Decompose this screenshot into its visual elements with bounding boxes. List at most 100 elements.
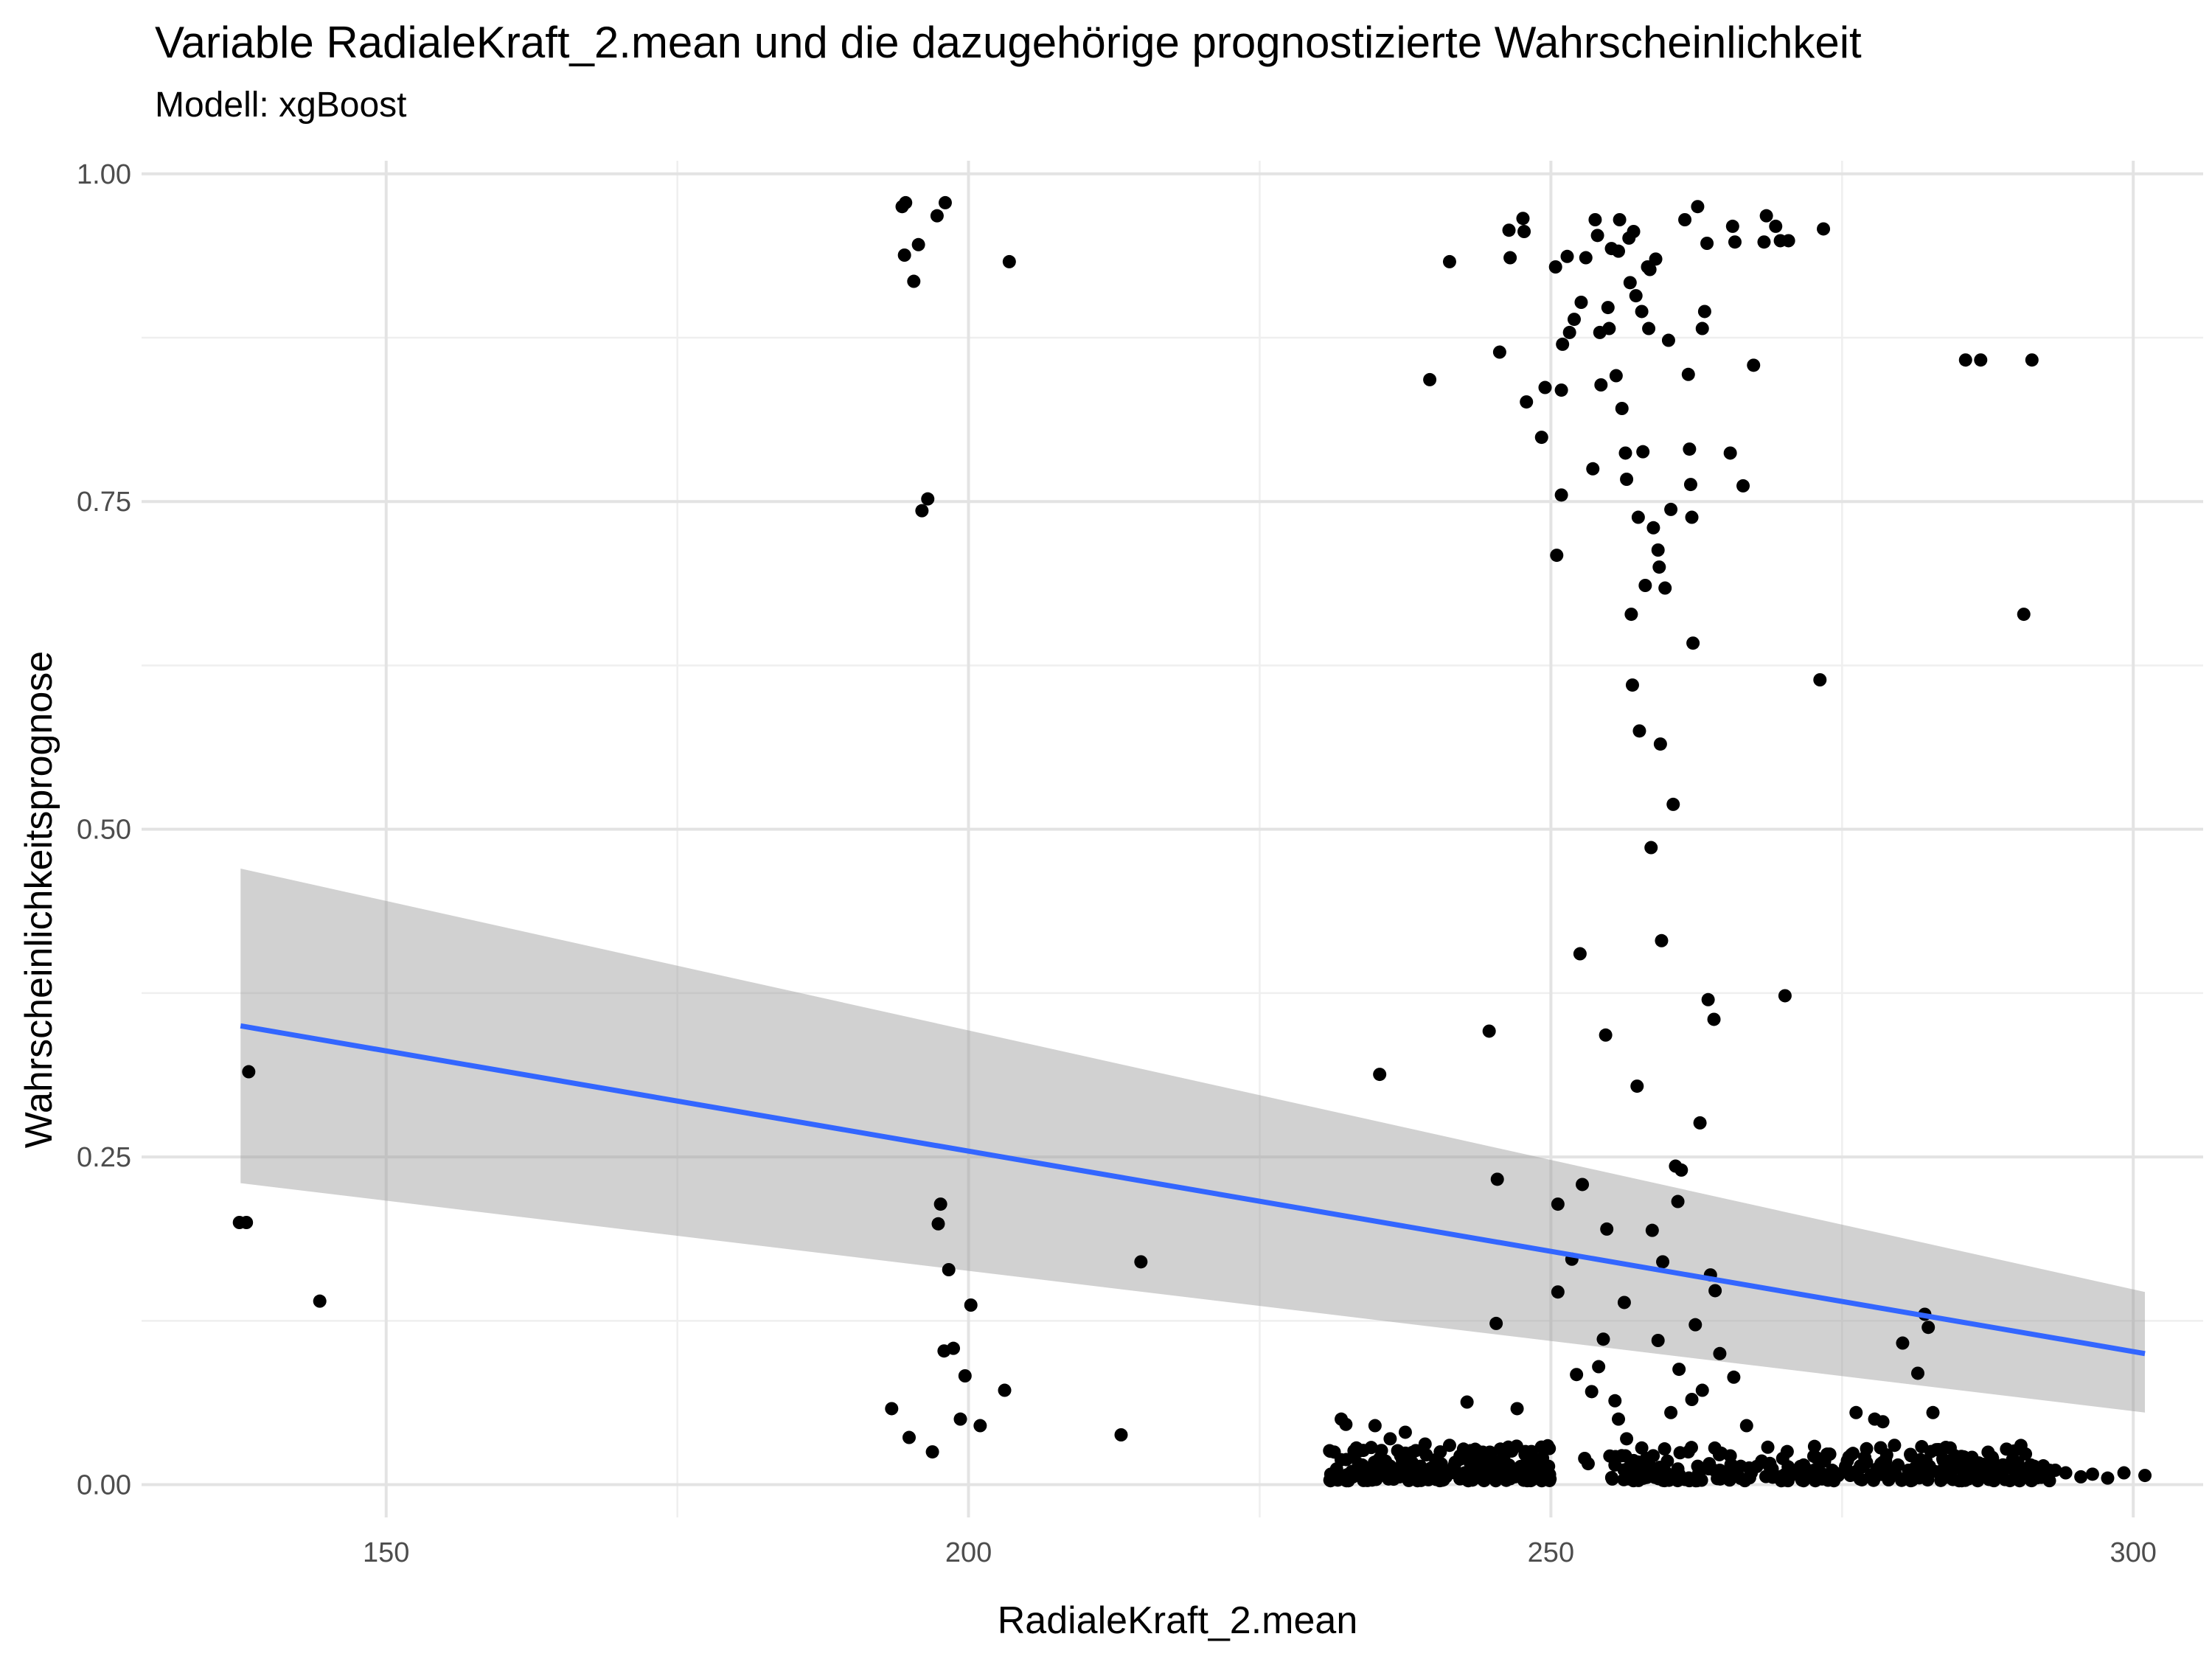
data-point <box>1534 1440 1548 1454</box>
data-point <box>1490 1172 1504 1186</box>
data-point <box>1592 1360 1606 1374</box>
data-point <box>1635 1441 1649 1455</box>
data-point <box>1510 1402 1524 1416</box>
data-point <box>1134 1255 1148 1269</box>
data-point <box>1651 543 1665 557</box>
x-tick-label: 300 <box>2110 1537 2157 1568</box>
data-point <box>1543 1473 1557 1487</box>
data-point <box>1632 724 1646 738</box>
data-point <box>1374 1444 1388 1458</box>
data-point <box>1646 1449 1660 1463</box>
data-point <box>1419 1448 1433 1462</box>
data-point <box>1666 797 1680 811</box>
data-point <box>2138 1469 2152 1483</box>
data-point <box>1713 1346 1727 1360</box>
data-point <box>1860 1441 1874 1455</box>
data-point <box>897 248 911 262</box>
data-point <box>1644 841 1658 855</box>
data-point <box>1759 209 1773 223</box>
data-point <box>1827 1474 1841 1488</box>
data-point <box>1605 1472 1619 1486</box>
data-point <box>1624 608 1638 622</box>
x-tick-label: 250 <box>1528 1537 1574 1568</box>
data-point <box>1921 1321 1935 1335</box>
data-point <box>1520 395 1534 409</box>
data-point <box>1952 1474 1966 1488</box>
data-point <box>1876 1415 1890 1429</box>
data-point <box>1618 446 1632 460</box>
data-point <box>1725 219 1739 233</box>
data-point <box>1635 305 1649 319</box>
data-point <box>1516 212 1530 226</box>
data-point <box>907 274 921 288</box>
data-point <box>1723 446 1737 460</box>
data-point <box>1629 289 1643 303</box>
data-point <box>1627 1453 1641 1467</box>
data-point <box>964 1298 978 1312</box>
data-point <box>933 1197 947 1211</box>
data-point <box>1387 1472 1401 1486</box>
data-point <box>1695 1383 1709 1397</box>
data-point <box>1489 1473 1503 1487</box>
data-point <box>1573 947 1587 961</box>
data-point <box>947 1341 961 1355</box>
data-point <box>1919 1454 1933 1468</box>
data-point <box>1442 1439 1456 1453</box>
data-point <box>1674 1163 1688 1177</box>
data-point <box>899 195 913 209</box>
data-point <box>1503 251 1517 265</box>
data-point <box>1631 510 1645 524</box>
data-point <box>1562 325 1576 339</box>
data-point <box>1656 1255 1670 1269</box>
data-point <box>1352 1457 1366 1471</box>
data-point <box>1534 1463 1548 1477</box>
data-point <box>1579 251 1593 265</box>
data-point <box>1538 380 1552 394</box>
data-point <box>1742 1471 1756 1485</box>
data-point <box>1681 367 1695 381</box>
data-point <box>1357 1444 1371 1458</box>
data-point <box>958 1369 972 1382</box>
data-point <box>1913 1471 1927 1485</box>
data-point <box>1915 1440 1929 1454</box>
data-point <box>1685 1393 1699 1406</box>
data-point <box>1855 1459 1869 1473</box>
data-point <box>1570 1368 1584 1382</box>
data-point <box>1383 1459 1397 1473</box>
data-point <box>1423 372 1437 386</box>
data-point <box>1876 1455 1890 1470</box>
data-point <box>921 492 935 506</box>
data-point <box>1651 1334 1665 1347</box>
y-tick-label: 1.00 <box>77 159 131 190</box>
data-point <box>2043 1464 2057 1478</box>
data-point <box>1368 1419 1382 1433</box>
data-point <box>911 237 925 251</box>
data-point <box>1636 445 1650 459</box>
confidence-band-area <box>240 869 2146 1413</box>
data-point <box>1615 402 1629 415</box>
data-point <box>1849 1405 1863 1419</box>
data-point <box>1844 1468 1858 1482</box>
data-point <box>1411 1474 1425 1488</box>
data-points <box>232 195 2152 1488</box>
data-point <box>1574 296 1588 309</box>
data-point <box>1895 1473 1909 1487</box>
data-point <box>1934 1473 1948 1487</box>
data-point <box>998 1383 1012 1397</box>
data-point <box>1630 1079 1644 1093</box>
data-point <box>1339 1453 1353 1467</box>
data-point <box>1795 1470 1809 1484</box>
data-point <box>1672 1467 1686 1481</box>
data-point <box>1638 1470 1652 1484</box>
data-point <box>1609 369 1623 383</box>
data-point <box>1463 1455 1477 1470</box>
data-point <box>1757 235 1771 249</box>
data-point <box>1763 1456 1777 1470</box>
data-point <box>1551 1197 1565 1211</box>
data-point <box>1707 1012 1721 1026</box>
data-point <box>902 1430 916 1444</box>
data-point <box>1585 1385 1599 1399</box>
data-point <box>1482 1024 1496 1038</box>
data-point <box>2059 1466 2073 1480</box>
data-point <box>1114 1428 1128 1441</box>
